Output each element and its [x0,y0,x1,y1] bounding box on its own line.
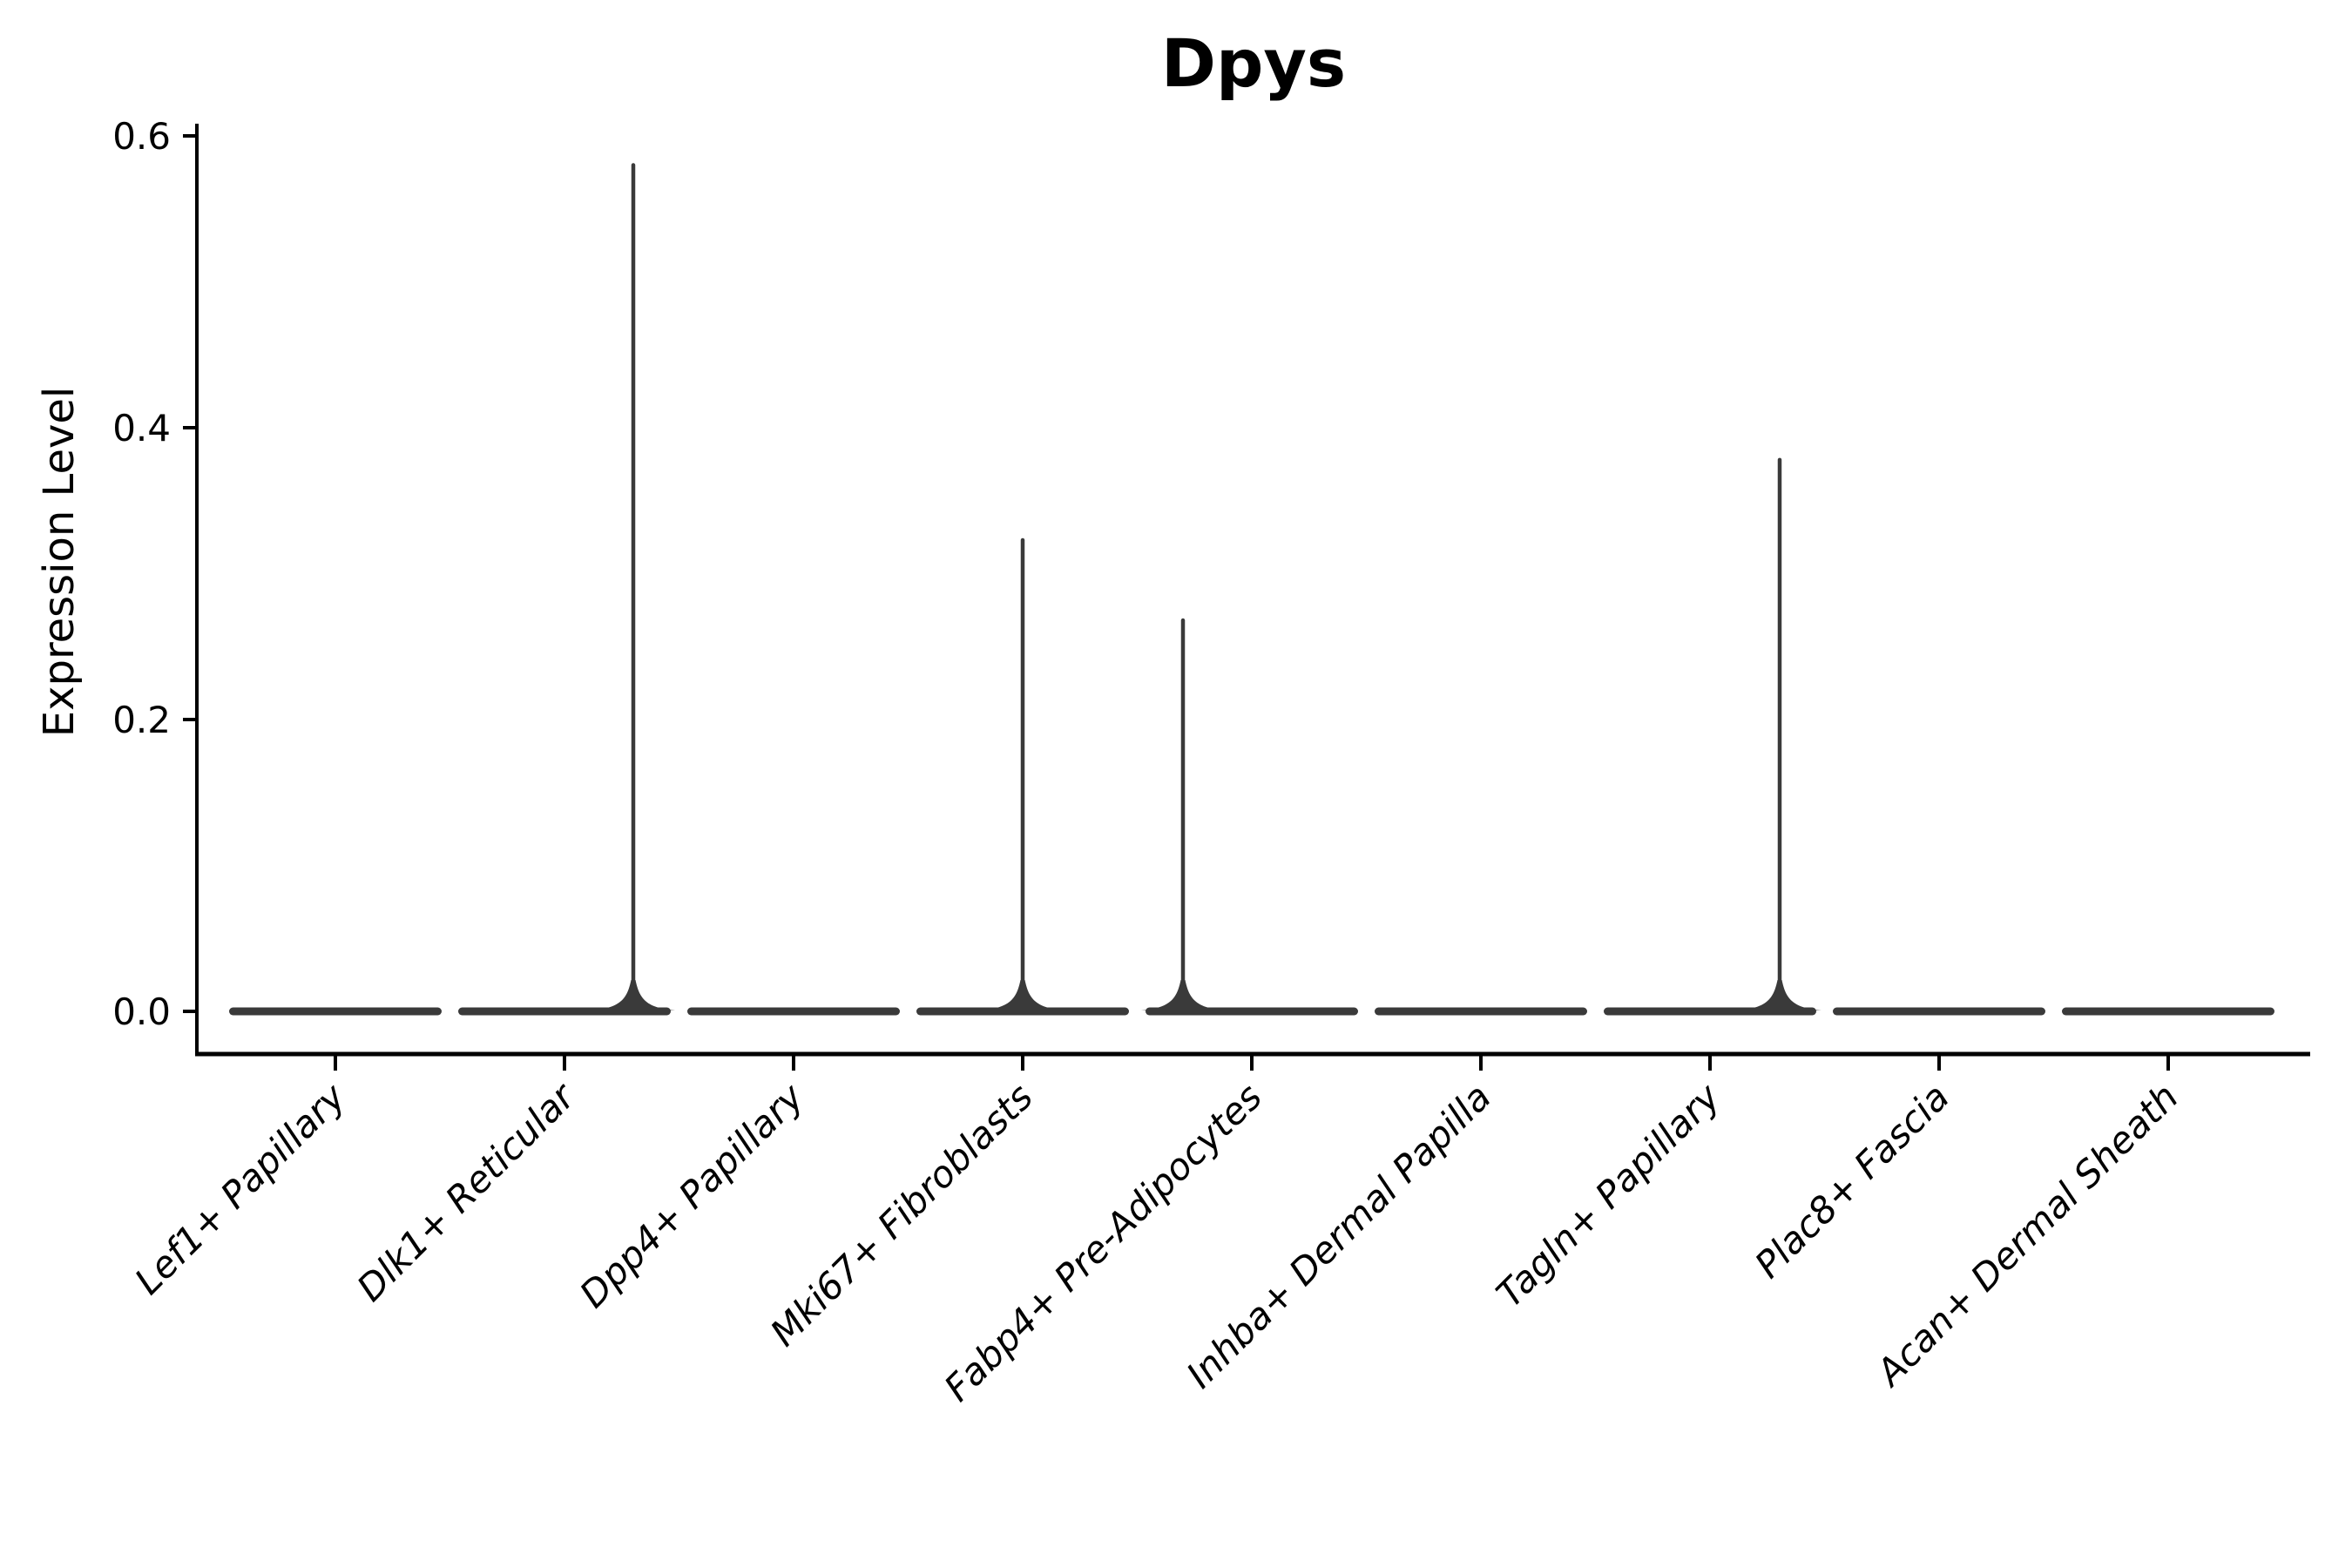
y-tick-label: 0.4 [112,407,171,449]
violin-body [2062,1007,2274,1016]
violin-spike-flare [981,980,1064,1010]
plot-title: Dpys [1160,24,1347,102]
violin-spike-flare [591,980,675,1010]
violin-body [687,1007,900,1016]
x-tick-label: Dpp4+ Papillary [571,1075,813,1316]
y-tick-label: 0.6 [112,115,171,158]
violin-spike-flare [1141,980,1225,1010]
violin-body [229,1007,442,1016]
violin-spike-flare [1738,980,1821,1010]
x-tick-label: Dlk1+ Reticular [348,1073,585,1309]
x-tick-label: Lef1+ Papillary [126,1075,355,1303]
x-tick-label: Plac8+ Fascia [1747,1075,1957,1286]
violin-body [1833,1007,2045,1016]
x-tick-label: Tagln+ Papillary [1488,1075,1729,1316]
y-axis-label: Expression Level [35,386,84,738]
y-tick-label: 0.0 [112,990,171,1033]
violin-body [1375,1007,1587,1016]
x-tick-label: Mki67+ Fibroblasts [762,1075,1041,1354]
y-tick-label: 0.2 [112,699,171,741]
violin-body [916,1007,1129,1016]
